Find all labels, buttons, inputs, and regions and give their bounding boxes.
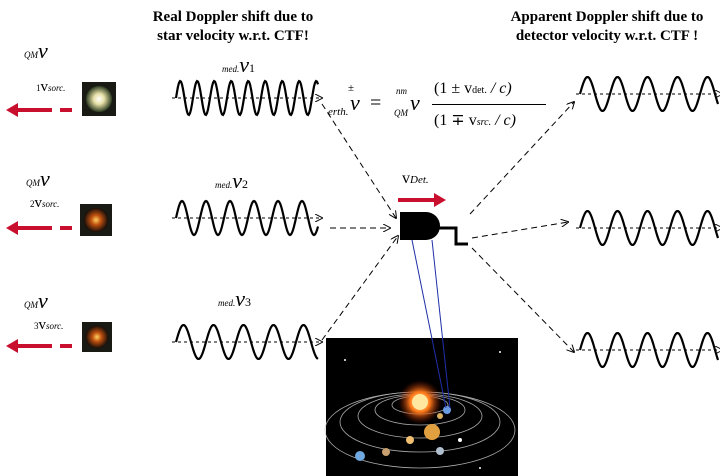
medium-wave-1 [174, 79, 320, 117]
source-1-index: 1 [36, 83, 41, 93]
formula-denominator: (1 ∓ vsrc. / c) [434, 110, 516, 130]
source-3-arrowhead [6, 339, 18, 353]
source-2-arrowhead [6, 221, 18, 235]
source-2-nu-sub: QM [26, 178, 40, 188]
formula-numerator: (1 ± vdet. / c) [434, 80, 512, 98]
formula-num-open: (1 ± v [434, 80, 473, 97]
source-2-frequency: QMν [26, 166, 50, 192]
solar-system-image [324, 338, 518, 476]
detector-v-sub: Det. [410, 174, 429, 186]
apparent-wave-3 [578, 332, 720, 368]
detector-icon [400, 212, 468, 246]
doppler-formula: ± erth. ν = nm QM ν (1 ± vdet. / c) (1 ∓… [326, 76, 556, 138]
source-2-v: v [34, 195, 43, 211]
formula-num-sub: det. [472, 85, 487, 96]
source-2-nu: ν [40, 166, 50, 191]
source-2-index: 2 [30, 199, 35, 209]
formula-den-close: / c) [491, 112, 516, 129]
medium-1-index: 1 [249, 61, 256, 75]
source-3-v-sub: sorc. [46, 321, 64, 331]
source-2-velocity: 2vsorc. [30, 194, 59, 212]
source-1-nu: ν [38, 38, 48, 63]
detector-v: v [402, 170, 410, 187]
apparent-wave-1 [578, 76, 720, 112]
medium-3-label: med.ν3 [218, 286, 251, 312]
connector-1 [321, 103, 396, 218]
source-3-v: v [38, 317, 47, 333]
formula-den-open: (1 ∓ v [434, 112, 477, 129]
medium-wave-2 [174, 199, 320, 237]
right-heading-line1: Apparent Doppler shift due to [510, 9, 704, 25]
source-1-star [85, 85, 113, 113]
right-heading: Apparent Doppler shift due to detector v… [482, 8, 720, 46]
formula-rhs-nu: ν [410, 90, 420, 115]
apparent-wave-2 [578, 210, 720, 246]
formula-fraction-bar [432, 104, 546, 105]
connector-6 [471, 247, 574, 352]
formula-lhs-sub: erth. [328, 106, 349, 118]
source-2-star [83, 207, 109, 233]
medium-3-prefix: med. [218, 298, 236, 308]
detector-velocity-arrowhead [434, 193, 446, 207]
medium-3-index: 3 [245, 295, 252, 309]
medium-2-index: 2 [242, 177, 249, 191]
formula-num-close: / c) [486, 80, 512, 97]
right-heading-line2: detector velocity w.r.t. CTF ! [515, 28, 699, 44]
formula-lhs-sup: ± [348, 82, 355, 94]
medium-1-prefix: med. [222, 64, 240, 74]
source-3-index: 3 [34, 321, 39, 331]
left-heading-line2: star velocity w.r.t. CTF! [157, 28, 309, 44]
medium-2-label: med.ν2 [215, 168, 248, 194]
source-3-frequency: QMν [24, 288, 48, 314]
source-1-v-sub: sorc. [48, 83, 66, 93]
formula-lhs-nu: ν [350, 90, 360, 115]
medium-3-nu: ν [235, 286, 246, 311]
source-1-nu-sub: QM [24, 50, 38, 60]
formula-den-sub: src. [476, 117, 492, 128]
source-3-nu-sub: QM [24, 300, 38, 310]
observation-beam [411, 239, 451, 409]
left-heading: Real Doppler shift due to star velocity … [118, 8, 348, 46]
formula-rhs-sub: QM [394, 108, 408, 118]
source-1-frequency: QMν [24, 38, 48, 64]
medium-1-nu: ν [239, 52, 250, 77]
connector-3 [321, 236, 398, 341]
source-1-velocity: 1vsorc. [36, 78, 65, 96]
medium-wave-3 [174, 324, 319, 360]
formula-equals: = [370, 92, 382, 114]
source-1-arrowhead [6, 103, 18, 117]
source-1-v: v [40, 79, 49, 95]
connector-5 [471, 222, 568, 239]
source-3-star [85, 325, 109, 349]
medium-2-prefix: med. [215, 180, 233, 190]
medium-1-label: med.ν1 [222, 52, 255, 78]
left-heading-line1: Real Doppler shift due to [152, 9, 314, 25]
formula-rhs-sup: nm [396, 86, 407, 96]
medium-2-nu: ν [232, 168, 243, 193]
connector-4 [469, 102, 574, 215]
source-3-velocity: 3vsorc. [34, 316, 63, 334]
source-3-nu: ν [38, 288, 48, 313]
source-2-v-sub: sorc. [42, 199, 60, 209]
detector-velocity-label: vDet. [402, 170, 429, 188]
